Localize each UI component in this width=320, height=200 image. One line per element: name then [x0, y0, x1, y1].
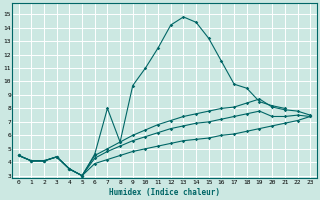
X-axis label: Humidex (Indice chaleur): Humidex (Indice chaleur): [109, 188, 220, 197]
